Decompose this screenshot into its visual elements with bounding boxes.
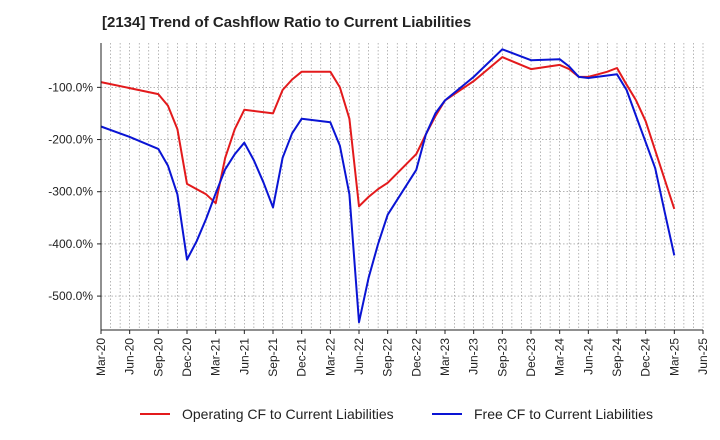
x-tick-label: Mar-25 bbox=[667, 338, 681, 376]
y-tick-label: -400.0% bbox=[48, 237, 93, 251]
x-tick-label: Dec-21 bbox=[295, 338, 309, 377]
series-lines bbox=[100, 48, 676, 324]
x-tick-label: Sep-22 bbox=[381, 338, 395, 377]
legend-label-free-cf: Free CF to Current Liabilities bbox=[474, 406, 653, 422]
x-tick-label: Dec-20 bbox=[180, 338, 194, 377]
x-tick-label: Jun-24 bbox=[581, 338, 595, 375]
x-tick-label: Sep-24 bbox=[610, 338, 624, 377]
series-line-free-cf bbox=[100, 48, 676, 324]
y-axis-ticks: -100.0% -200.0% -300.0% -400.0% -500.0% bbox=[48, 80, 101, 303]
x-tick-label: Jun-20 bbox=[123, 338, 137, 375]
y-tick-label: -300.0% bbox=[48, 185, 93, 199]
x-tick-label: Dec-24 bbox=[639, 338, 653, 377]
x-tick-label: Jun-22 bbox=[352, 338, 366, 375]
x-tick-label: Mar-21 bbox=[209, 338, 223, 376]
grid bbox=[100, 43, 704, 330]
chart-title: [2134] Trend of Cashflow Ratio to Curren… bbox=[102, 14, 472, 31]
x-tick-label: Jun-23 bbox=[467, 338, 481, 375]
x-tick-label: Mar-22 bbox=[323, 338, 337, 376]
series-line-operating-cf bbox=[100, 56, 676, 210]
x-tick-label: Jun-21 bbox=[237, 338, 251, 375]
legend-label-operating-cf: Operating CF to Current Liabilities bbox=[182, 406, 394, 422]
x-tick-label: Jun-25 bbox=[696, 338, 710, 375]
y-tick-label: -200.0% bbox=[48, 133, 93, 147]
x-tick-label: Dec-23 bbox=[524, 338, 538, 377]
legend: Operating CF to Current Liabilities Free … bbox=[140, 406, 653, 422]
plot-frame bbox=[100, 43, 703, 331]
x-tick-label: Sep-20 bbox=[151, 338, 165, 377]
y-tick-label: -100.0% bbox=[48, 80, 93, 94]
y-tick-label: -500.0% bbox=[48, 289, 93, 303]
x-tick-label: Mar-20 bbox=[94, 338, 108, 376]
x-tick-label: Sep-23 bbox=[495, 338, 509, 377]
x-tick-label: Sep-21 bbox=[266, 338, 280, 377]
x-tick-label: Mar-24 bbox=[553, 338, 567, 376]
x-tick-label: Dec-22 bbox=[409, 338, 423, 377]
x-axis-ticks: Mar-20 Jun-20 Sep-20 Dec-20 Mar-21 Jun-21 Sep-… bbox=[94, 330, 710, 377]
x-tick-label: Mar-23 bbox=[438, 338, 452, 376]
